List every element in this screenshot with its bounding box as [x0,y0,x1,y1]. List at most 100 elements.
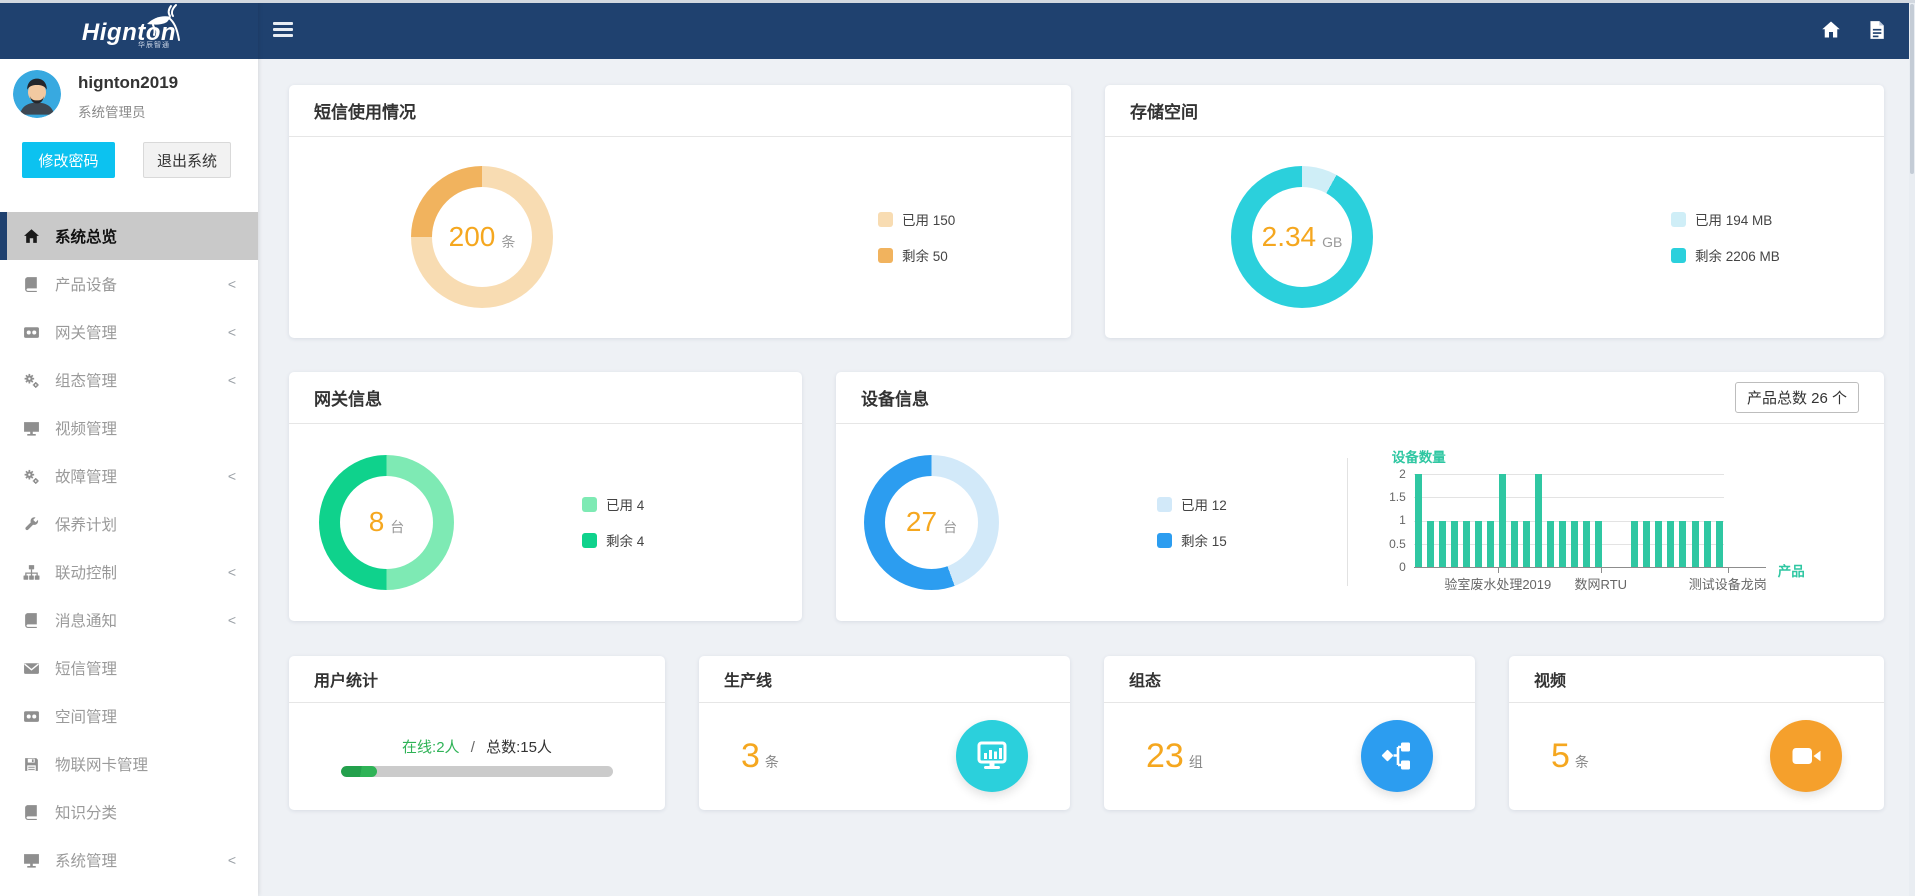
film-icon [23,324,40,341]
sidebar-item-9[interactable]: 消息通知 < [0,596,258,644]
sidebar-item-6[interactable]: 故障管理 < [0,452,258,500]
device-donut-chart: 27 台 [864,454,999,590]
sidebar-item-7[interactable]: 保养计划 [0,500,258,548]
card-title: 短信使用情况 [289,85,1071,137]
sidebar-item-label: 短信管理 [55,661,118,678]
online-users-progressbar [341,765,613,777]
legend-swatch [1671,211,1686,227]
production-line-card: 生产线 3 条 [699,656,1070,810]
gateway-count: 8 [368,506,385,537]
card-title: 网关信息 [289,372,802,424]
sidebar-item-label: 空间管理 [55,709,118,726]
card-title: 视频 [1509,656,1884,703]
sidebar-item-5[interactable]: 视频管理 [0,404,258,452]
home-icon[interactable] [1821,20,1841,40]
bar [1643,474,1651,567]
x-tick-label: 数网RTU [1574,577,1628,592]
device-card: 设备信息 产品总数 26 个 27 台 已用 12 剩余 15 设备数量 2 1.5 [836,372,1884,621]
scada-count: 23 [1146,736,1184,775]
content: 短信使用情况 200 条 已用 150 剩余 50 存储空间 2.34 GB [258,59,1915,896]
bar [1631,474,1639,567]
sidebar-item-label: 故障管理 [55,469,118,486]
legend-item: 已用 194 MB [1671,209,1780,229]
avatar [13,70,61,118]
bar [1511,474,1519,567]
sidebar-item-14[interactable]: 系统管理 < [0,836,258,884]
user-role: 系统管理员 [78,105,146,120]
total-users-text: 总数:15人 [486,738,552,756]
sidebar-item-3[interactable]: 网关管理 < [0,308,258,356]
legend-label: 已用 194 MB [1695,213,1773,228]
bar [1715,474,1723,567]
sidebar-item-2[interactable]: 产品设备 < [0,260,258,308]
legend-item: 已用 12 [1157,494,1227,514]
gears-icon [23,372,40,389]
sidebar-menu: 系统总览 产品设备 < 网关管理 < 组态管理 < 视频管理 故障管理 < 保养计划 联动控制 < 消息通… [0,212,258,884]
legend-label: 剩余 4 [606,534,645,549]
x-axis [1413,567,1766,568]
bar [1414,474,1422,567]
legend-swatch [582,532,597,548]
divider [1346,458,1348,586]
chevron-left-icon: < [227,372,236,388]
sidebar-item-1[interactable]: 系统总览 [0,212,258,260]
legend-swatch [582,496,597,512]
sidebar-item-label: 组态管理 [55,373,118,390]
monitor-chart-icon [956,720,1028,792]
bar [1438,474,1446,567]
sidebar-item-8[interactable]: 联动控制 < [0,548,258,596]
brand-logo: Hignton 华辰智通 [0,0,258,59]
bar [1607,474,1614,567]
legend-label: 剩余 2206 MB [1695,249,1780,264]
x-axis-title: 产品 [1777,564,1805,579]
legend-item: 已用 4 [582,494,644,514]
change-password-button[interactable]: 修改密码 [22,142,115,178]
book-icon [23,804,40,821]
legend-swatch [1157,532,1172,548]
sidebar-item-12[interactable]: 物联网卡管理 [0,740,258,788]
scrollbar-thumb[interactable] [1910,4,1914,174]
sidebar-item-10[interactable]: 短信管理 [0,644,258,692]
legend-item: 剩余 4 [582,530,644,550]
bar [1474,474,1482,567]
sidebar-item-label: 系统总览 [55,229,118,246]
brand-subtitle: 华辰智通 [138,42,170,49]
sidebar-item-label: 保养计划 [55,517,118,534]
sidebar-item-11[interactable]: 空间管理 [0,692,258,740]
chevron-left-icon: < [227,612,236,628]
gears-icon [23,468,40,485]
bar [1535,474,1543,567]
bar [1547,474,1555,567]
page-scrollbar[interactable] [1909,0,1915,896]
bar [1426,474,1434,567]
legend-item: 剩余 15 [1157,530,1227,550]
card-title: 组态 [1104,656,1475,703]
logout-button[interactable]: 退出系统 [143,142,231,178]
chevron-left-icon: < [227,852,236,868]
sidebar-item-4[interactable]: 组态管理 < [0,356,258,404]
desktop-icon [23,852,40,869]
storage-donut-chart: 2.34 GB [1231,166,1373,308]
bar [1679,474,1687,567]
x-tick-label: 验室废水处理2019 [1444,577,1552,592]
sidebar-item-label: 网关管理 [55,325,118,342]
hamburger-menu-icon[interactable] [273,19,293,40]
sms-usage-card: 短信使用情况 200 条 已用 150 剩余 50 [289,85,1071,338]
sidebar-item-13[interactable]: 知识分类 [0,788,258,836]
legend-item: 已用 150 [878,209,955,229]
sidebar-item-label: 物联网卡管理 [55,757,149,774]
wrench-icon [23,516,40,533]
bar [1523,474,1531,567]
document-icon[interactable] [1867,20,1885,40]
card-title: 设备信息 [861,390,929,409]
legend-item: 剩余 50 [878,245,955,265]
bar [1619,474,1626,567]
bar [1691,474,1699,567]
sms-donut-chart: 200 条 [411,166,553,308]
legend-label: 已用 4 [606,498,645,513]
progress-fill [341,765,378,777]
sms-legend: 已用 150 剩余 50 [878,209,955,265]
home-icon [23,228,40,245]
bars [1414,474,1724,567]
